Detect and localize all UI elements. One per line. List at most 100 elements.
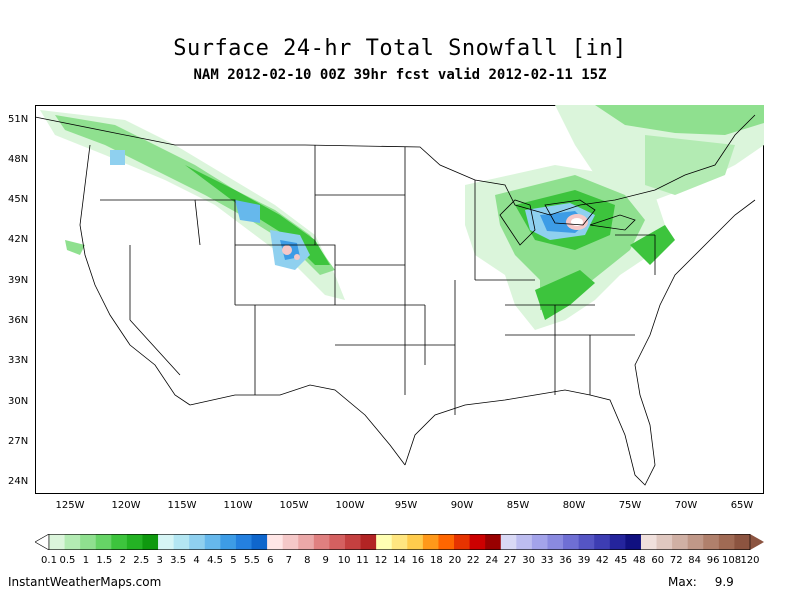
colorbar-label: 39 [577, 555, 591, 566]
map-subtitle: NAM 2012-02-10 00Z 39hr fcst valid 2012-… [193, 67, 607, 83]
lon-label: 65W [730, 500, 754, 511]
colorbar-swatch [703, 534, 720, 550]
map-title: Surface 24-hr Total Snowfall [in] [173, 36, 627, 61]
colorbar-swatch [158, 534, 175, 550]
colorbar-label: 8 [304, 555, 311, 566]
colorbar-swatch [142, 534, 159, 550]
colorbar-label: 2 [119, 555, 126, 566]
colorbar-label: 33 [540, 555, 554, 566]
colorbar-swatch [391, 534, 408, 550]
colorbar-label: 7 [285, 555, 292, 566]
snowfall-map [35, 105, 764, 494]
colorbar-swatch [516, 534, 533, 550]
colorbar-swatch [454, 534, 471, 550]
colorbar-label: 30 [522, 555, 535, 566]
lon-label: 90W [450, 500, 474, 511]
colorbar-swatch [204, 534, 221, 550]
snowfall-shading [40, 105, 764, 330]
colorbar-swatch [625, 534, 642, 550]
colorbar-swatch [672, 534, 689, 550]
colorbar-label: 60 [651, 555, 665, 566]
lon-label: 105W [279, 500, 309, 511]
colorbar-label: 22 [466, 555, 480, 566]
colorbar-swatch [189, 534, 206, 550]
colorbar-label: 9 [322, 555, 329, 566]
colorbar-swatch [594, 534, 611, 550]
colorbar-swatch [267, 534, 284, 550]
colorbar-label: 16 [411, 555, 425, 566]
lat-label: 48N [8, 154, 29, 165]
lat-label: 33N [8, 355, 29, 366]
colorbar-swatch [251, 534, 268, 550]
colorbar-label: 24 [485, 555, 499, 566]
colorbar-swatch [734, 534, 751, 550]
colorbar-swatch [80, 534, 97, 550]
colorbar-border [48, 534, 751, 550]
colorbar-swatch [173, 534, 190, 550]
colorbar-swatch [282, 534, 299, 550]
lon-label: 120W [111, 500, 141, 511]
colorbar-swatch [656, 534, 673, 550]
colorbar-label: 18 [430, 555, 443, 566]
colorbar-swatch [64, 534, 81, 550]
colorbar-high-arrow [750, 534, 764, 550]
max-value-label: Max: 9.9 [668, 575, 734, 589]
colorbar-swatch [313, 534, 330, 550]
colorbar-low-arrow [35, 534, 50, 550]
colorbar-label: 4.5 [207, 555, 223, 566]
snowfall-colorbar [35, 534, 764, 550]
colorbar-label: 27 [503, 555, 517, 566]
colorbar-label: 14 [393, 555, 406, 566]
colorbar-label: 3 [156, 555, 163, 566]
colorbar-label: 10 [337, 555, 351, 566]
lat-label: 45N [8, 194, 29, 205]
colorbar-swatch [547, 534, 564, 550]
colorbar-swatch [531, 534, 548, 550]
colorbar-swatch [298, 534, 315, 550]
colorbar-swatch [609, 534, 626, 550]
colorbar-swatch [126, 534, 143, 550]
lon-label: 110W [223, 500, 253, 511]
colorbar-label: 0.1 [41, 555, 57, 566]
colorbar-label: 3.5 [170, 555, 187, 566]
colorbar-swatch [407, 534, 424, 550]
colorbar-swatch [640, 534, 658, 550]
colorbar-swatch [485, 534, 502, 550]
colorbar-label: 48 [632, 555, 646, 566]
colorbar-label: 12 [374, 555, 388, 566]
lon-label: 125W [55, 500, 85, 511]
colorbar-swatch [578, 534, 595, 550]
colorbar-label: 42 [596, 555, 609, 566]
colorbar-swatch [329, 534, 346, 550]
colorbar-label: 45 [614, 555, 628, 566]
source-credit: InstantWeatherMaps.com [8, 575, 162, 589]
colorbar-swatch [111, 534, 128, 550]
lon-label: 80W [562, 500, 586, 511]
colorbar-label: 2.5 [133, 555, 150, 566]
colorbar-swatch [718, 534, 735, 550]
colorbar-swatch [344, 534, 362, 550]
lon-label: 100W [335, 500, 365, 511]
colorbar-swatch [49, 534, 66, 550]
lat-label: 24N [8, 476, 29, 487]
colorbar-swatch [360, 534, 377, 550]
max-label: Max: [668, 575, 697, 589]
lat-label: 51N [8, 114, 29, 125]
colorbar-swatch [438, 534, 455, 550]
colorbar-label: 0.5 [59, 555, 76, 566]
lon-label: 95W [394, 500, 418, 511]
colorbar-label: 4 [193, 555, 200, 566]
colorbar-swatch [500, 534, 517, 550]
lat-label: 36N [8, 315, 29, 326]
colorbar-label: 1.5 [96, 555, 113, 566]
colorbar-swatch [469, 534, 486, 550]
colorbar-swatch [563, 534, 580, 550]
colorbar-swatch [687, 534, 704, 550]
colorbar-label: 96 [706, 555, 720, 566]
colorbar-swatch [235, 534, 253, 550]
lon-label: 115W [167, 500, 197, 511]
colorbar-label: 5 [230, 555, 237, 566]
lat-label: 30N [8, 396, 29, 407]
colorbar-label: 11 [356, 555, 369, 566]
lon-label: 70W [674, 500, 698, 511]
